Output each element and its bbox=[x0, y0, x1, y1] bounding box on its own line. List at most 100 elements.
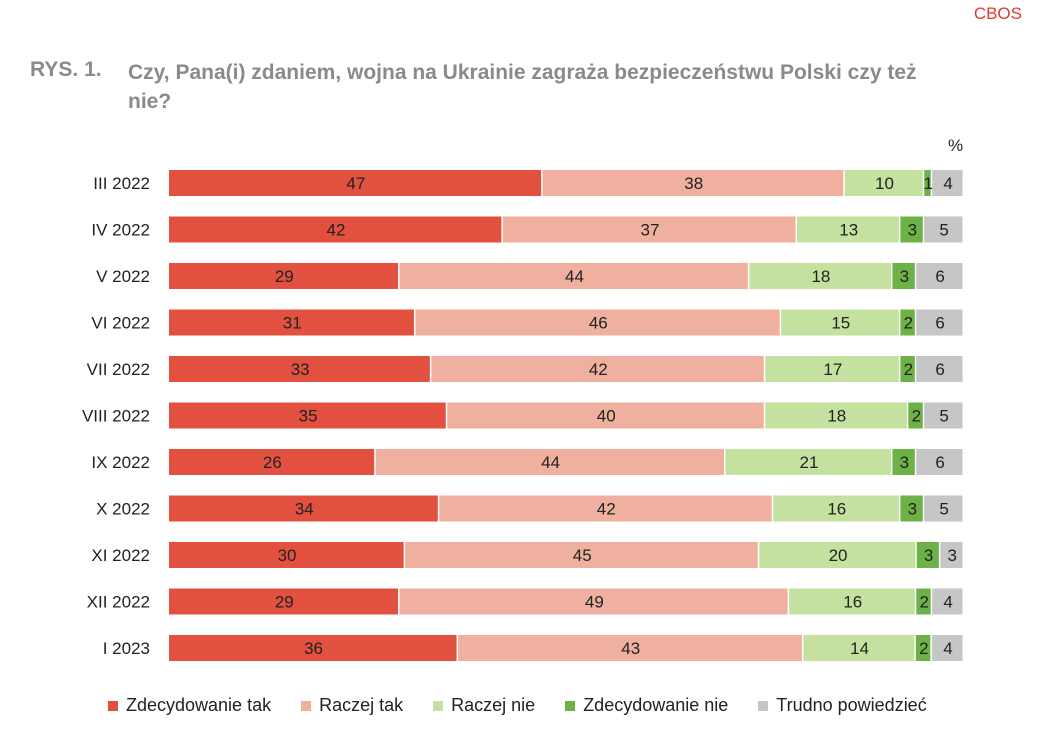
bar-segment-raczej-nie bbox=[789, 588, 915, 615]
bar-segment-zdecydowanie-tak bbox=[169, 216, 502, 243]
bar-segment-raczej-tak bbox=[502, 216, 796, 243]
bar-segment-raczej-nie bbox=[765, 402, 907, 429]
bar-segment-zdecydowanie-nie bbox=[892, 449, 915, 475]
data-label: 38 bbox=[684, 174, 703, 193]
data-label: 3 bbox=[900, 267, 909, 286]
data-label: 4 bbox=[943, 593, 952, 612]
bar-segment-zdecydowanie-tak bbox=[169, 309, 414, 336]
bar-segment-trudno-powiedziec bbox=[932, 588, 963, 615]
legend-label: Zdecydowanie nie bbox=[583, 695, 729, 715]
data-label: 3 bbox=[908, 221, 917, 240]
bar-segment-zdecydowanie-tak bbox=[169, 263, 399, 289]
category-label: IV 2022 bbox=[91, 221, 150, 240]
category-label: I 2023 bbox=[103, 639, 150, 658]
stacked-bar-chart: III 2022 47 38 10 1 4IV 2022 42 37 13 3 5V 2022 29 4… bbox=[82, 170, 963, 661]
bar-segment-raczej-tak bbox=[458, 635, 802, 661]
bar-segment-zdecydowanie-tak bbox=[169, 402, 446, 429]
bar-segment-raczej-nie bbox=[803, 635, 915, 661]
legend-swatch bbox=[433, 700, 444, 711]
data-label: 44 bbox=[541, 453, 560, 472]
bar-segment-trudno-powiedziec bbox=[916, 263, 963, 289]
data-label: 1 bbox=[923, 174, 932, 193]
bar-segment-raczej-nie bbox=[749, 263, 891, 289]
bar-segment-zdecydowanie-tak bbox=[169, 588, 399, 615]
bar-segment-trudno-powiedziec bbox=[924, 495, 963, 522]
bar-segment-zdecydowanie-tak bbox=[169, 170, 542, 196]
data-label: 49 bbox=[585, 593, 604, 612]
data-label: 6 bbox=[935, 267, 944, 286]
bar-segment-raczej-nie bbox=[844, 170, 923, 196]
data-label: 2 bbox=[919, 639, 928, 658]
bar-segment-trudno-powiedziec bbox=[916, 309, 963, 336]
bar-segment-zdecydowanie-tak bbox=[169, 635, 457, 661]
data-label: 3 bbox=[908, 500, 917, 519]
data-label: 31 bbox=[283, 314, 302, 333]
data-label: 10 bbox=[875, 174, 894, 193]
data-label: 6 bbox=[935, 314, 944, 333]
legend-label: Raczej nie bbox=[451, 695, 536, 715]
data-label: 36 bbox=[304, 639, 323, 658]
data-label: 45 bbox=[573, 546, 592, 565]
bar-segment-trudno-powiedziec bbox=[940, 542, 963, 568]
legend: Zdecydowanie tak Raczej tak Raczej nie Zdec… bbox=[108, 695, 927, 716]
data-label: 42 bbox=[326, 221, 345, 240]
data-label: 29 bbox=[275, 593, 294, 612]
bar-segment-trudno-powiedziec bbox=[916, 449, 963, 475]
bar-segment-zdecydowanie-tak bbox=[169, 449, 375, 475]
bar-segment-zdecydowanie-nie bbox=[900, 495, 923, 522]
bar-segment-raczej-tak bbox=[439, 495, 772, 522]
data-label: 42 bbox=[597, 500, 616, 519]
bar-segment-raczej-tak bbox=[375, 449, 724, 475]
data-label: 13 bbox=[839, 221, 858, 240]
data-label: 40 bbox=[597, 407, 616, 426]
category-label: VII 2022 bbox=[87, 360, 150, 379]
legend-item: Zdecydowanie nie bbox=[565, 695, 728, 716]
data-label: 5 bbox=[939, 500, 948, 519]
category-label: VI 2022 bbox=[91, 314, 150, 333]
data-label: 3 bbox=[924, 546, 933, 565]
data-label: 2 bbox=[904, 314, 913, 333]
bar-segment-trudno-powiedziec bbox=[916, 356, 963, 382]
bar-segment-trudno-powiedziec bbox=[924, 216, 963, 243]
data-label: 29 bbox=[275, 267, 294, 286]
bar-segment-raczej-tak bbox=[431, 356, 764, 382]
data-label: 44 bbox=[565, 267, 584, 286]
data-label: 35 bbox=[299, 407, 318, 426]
bar-segment-zdecydowanie-nie bbox=[892, 263, 915, 289]
bar-segment-raczej-tak bbox=[542, 170, 844, 196]
brand-logo: CBOS bbox=[973, 4, 1022, 23]
legend-swatch bbox=[108, 700, 118, 711]
category-label: X 2022 bbox=[96, 500, 150, 519]
bar-segment-zdecydowanie-tak bbox=[169, 542, 404, 568]
bar-segment-trudno-powiedziec bbox=[924, 402, 963, 429]
bar-segment-zdecydowanie-nie bbox=[900, 356, 915, 382]
bar-segment-raczej-nie bbox=[773, 495, 899, 522]
bar-segment-zdecydowanie-nie bbox=[924, 170, 931, 196]
data-label: 5 bbox=[939, 221, 948, 240]
bar-segment-raczej-tak bbox=[405, 542, 758, 568]
unit-label: % bbox=[948, 136, 964, 155]
legend-swatch bbox=[565, 700, 576, 711]
data-label: 16 bbox=[827, 500, 846, 519]
data-label: 21 bbox=[800, 453, 819, 472]
category-label: V 2022 bbox=[96, 267, 150, 286]
bar-segment-zdecydowanie-nie bbox=[916, 542, 939, 568]
bar-segment-raczej-tak bbox=[399, 588, 788, 615]
legend-item: Raczej nie bbox=[433, 695, 535, 716]
bar-segment-raczej-nie bbox=[759, 542, 916, 568]
bar-segment-zdecydowanie-tak bbox=[169, 495, 438, 522]
data-label: 46 bbox=[589, 314, 608, 333]
data-label: 6 bbox=[935, 453, 944, 472]
bar-segment-trudno-powiedziec bbox=[932, 170, 963, 196]
legend-item: Trudno powiedzieć bbox=[758, 695, 927, 716]
category-label: III 2022 bbox=[93, 174, 150, 193]
legend-label: Zdecydowanie tak bbox=[126, 695, 272, 715]
data-label: 2 bbox=[904, 360, 913, 379]
bar-segment-zdecydowanie-nie bbox=[915, 635, 931, 661]
data-label: 3 bbox=[900, 453, 909, 472]
bar-segment-raczej-nie bbox=[797, 216, 899, 243]
bar-segment-zdecydowanie-nie bbox=[900, 309, 915, 336]
data-label: 4 bbox=[943, 174, 952, 193]
data-label: 14 bbox=[850, 639, 869, 658]
bar-segment-trudno-powiedziec bbox=[931, 635, 963, 661]
